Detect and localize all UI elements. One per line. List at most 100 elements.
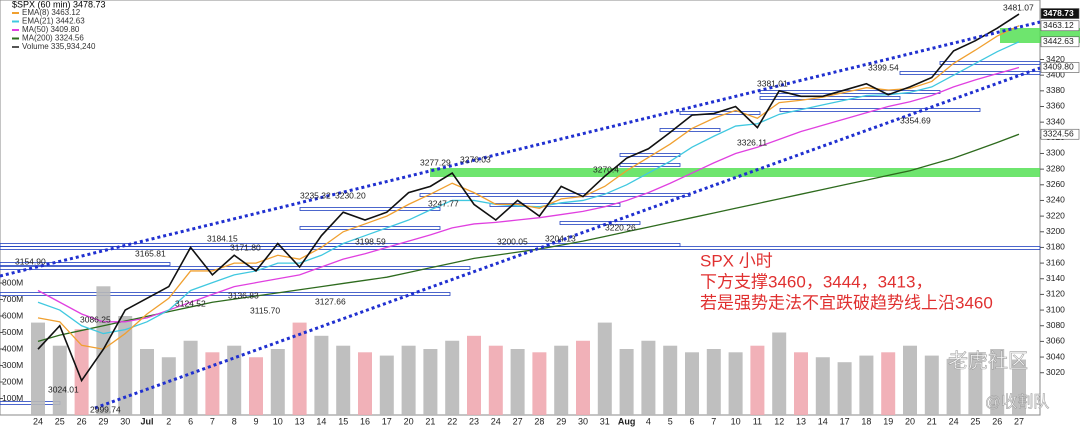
- volume-bar: [619, 349, 634, 415]
- volume-bar: [52, 345, 67, 415]
- legend-swatch: [12, 20, 19, 23]
- value-tag-label: 3478.73: [1043, 8, 1074, 18]
- price-annotation: 2999.74: [90, 404, 121, 414]
- volume-bar: [728, 352, 743, 415]
- price-annotation: 3326.11: [737, 137, 767, 147]
- y-tick-label: 3200: [1046, 226, 1065, 236]
- x-tick-label: 17: [382, 416, 392, 426]
- price-annotation: 3399.54: [868, 62, 899, 72]
- volume-bar: [597, 322, 612, 415]
- x-tick-label: 25: [970, 416, 980, 426]
- volume-tick-label: 500M: [2, 327, 23, 337]
- volume-bar: [576, 340, 590, 415]
- x-tick-label: 21: [425, 416, 435, 426]
- legend-swatch: [12, 37, 19, 40]
- volume-bar: [837, 362, 852, 415]
- legend-swatch: [12, 46, 19, 48]
- price-annotation: 3230.20: [335, 190, 366, 200]
- price-annotation: 3136.83: [228, 290, 259, 300]
- volume-bar: [946, 358, 961, 415]
- x-tick-label: 20: [404, 416, 414, 426]
- volume-bar: [270, 349, 285, 415]
- x-tick-label: 5: [668, 416, 673, 426]
- x-tick-label: 23: [469, 416, 479, 426]
- value-tag-label: 3324.56: [1043, 128, 1074, 138]
- y-tick-label: 3040: [1046, 351, 1065, 361]
- x-tick-label: Jul: [140, 416, 153, 426]
- x-tick-label: 10: [731, 416, 741, 426]
- comment: SPX 小时: [700, 251, 773, 270]
- support-line: [759, 96, 901, 100]
- x-tick-label: 12: [774, 416, 784, 426]
- trend-line-lower: [94, 66, 1041, 410]
- value-tag-label: 3409.80: [1043, 62, 1074, 72]
- volume-bar: [990, 349, 1005, 415]
- price-annotation: 3354.69: [900, 115, 931, 125]
- y-tick-label: 3020: [1046, 367, 1065, 377]
- price-annotation: 3184.15: [207, 233, 238, 243]
- y-tick-label: 3240: [1046, 195, 1065, 205]
- x-tick-label: 6: [188, 416, 193, 426]
- comment: 下方支撑3460，3444，3413，: [700, 272, 932, 291]
- volume-bar: [379, 355, 394, 415]
- value-tag-label: 3463.12: [1043, 20, 1074, 30]
- value-tag: [1040, 20, 1080, 32]
- series-line: [37, 13, 1020, 383]
- price-annotation: 3204.13: [545, 233, 576, 243]
- x-tick-label: 17: [840, 416, 850, 426]
- x-tick-label: 25: [55, 416, 65, 426]
- legend-entry: MA(50) 3409.80: [22, 25, 80, 34]
- y-tick-label: 3300: [1046, 148, 1065, 158]
- volume-bar: [924, 355, 939, 415]
- x-tick-label: 21: [927, 416, 937, 426]
- volume-bar: [903, 345, 917, 415]
- y-tick-label: 3080: [1046, 320, 1065, 330]
- volume-bar: [118, 316, 133, 415]
- price-annotation: 3381.01: [757, 78, 788, 88]
- volume-bar: [685, 352, 699, 415]
- volume-bar: [31, 322, 45, 415]
- x-tick-label: 27: [513, 416, 523, 426]
- support-line: [899, 71, 1041, 75]
- value-tag-label: 3442.63: [1043, 36, 1074, 46]
- x-tick-label: 24: [33, 416, 43, 426]
- price-annotation: 3235.32: [300, 190, 331, 200]
- volume-bar: [292, 322, 307, 415]
- volume-tick-label: 400M: [2, 343, 23, 353]
- legend-swatch: [12, 29, 19, 31]
- y-tick-label: 3100: [1046, 304, 1065, 314]
- comment: 若是强势走法不宜跌破趋势线上沿3460: [700, 293, 993, 312]
- volume-bar: [794, 352, 808, 415]
- x-tick-label: 13: [295, 416, 305, 426]
- x-tick-label: 7: [210, 416, 215, 426]
- price-annotation: 3127.66: [315, 296, 346, 306]
- x-tick-label: 4: [646, 416, 651, 426]
- price-annotation: 3115.70: [250, 305, 280, 315]
- y-tick-label: 3280: [1046, 163, 1065, 173]
- trend-line-upper: [0, 20, 1041, 278]
- volume-bar: [554, 345, 569, 415]
- value-tag: [1040, 36, 1080, 48]
- x-tick-label: 13: [796, 416, 806, 426]
- y-tick-label: 3260: [1046, 179, 1065, 189]
- series-line: [37, 25, 1020, 350]
- value-tag: [1040, 8, 1080, 19]
- price-annotation: 3220.26: [605, 222, 636, 232]
- volume-bar: [74, 329, 89, 415]
- y-tick-label: 3220: [1046, 210, 1065, 220]
- price-annotation: 3086.25: [80, 314, 111, 324]
- legend-title: $SPX (60 min) 3478.73: [12, 0, 106, 9]
- price-annotation: 3171.80: [230, 242, 261, 252]
- legend: $SPX (60 min) 3478.73 EMA(8) 3463.12EMA(…: [12, 0, 106, 51]
- volume-bar: [750, 345, 765, 415]
- volume-bar: [249, 357, 263, 415]
- plot-layer: [31, 13, 1026, 415]
- y-tick-label: 3160: [1046, 257, 1065, 267]
- volume-bar: [488, 345, 503, 415]
- x-tick-label: 18: [861, 416, 871, 426]
- y-tick-label: 3140: [1046, 273, 1065, 283]
- y-tick-label: 3420: [1046, 54, 1065, 64]
- legend-entry: Volume 335,934,240: [22, 42, 96, 51]
- x-tick-label: 8: [232, 416, 237, 426]
